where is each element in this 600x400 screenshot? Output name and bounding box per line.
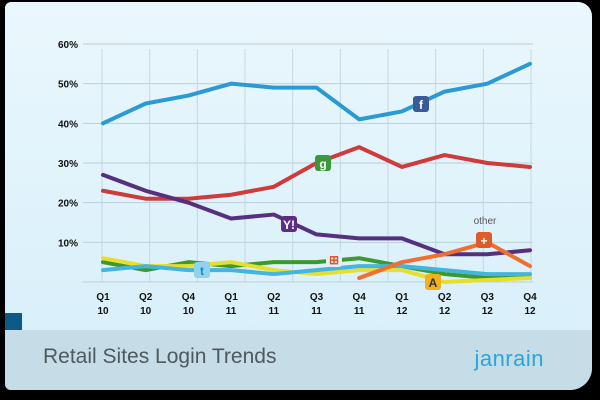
y-tick-label: 40% <box>58 119 78 130</box>
aol-icon <box>425 274 441 290</box>
x-tick-label: Q2 10 <box>139 292 153 317</box>
x-tick-label: Q2 12 <box>438 292 452 317</box>
yahoo-icon-glyph: Y! <box>283 218 295 232</box>
series-line-facebook <box>101 61 532 126</box>
twitter-icon <box>194 262 210 278</box>
x-tick-label: Q3 11 <box>310 292 324 317</box>
y-tick-label: 30% <box>58 159 78 170</box>
windows-live-icon <box>326 251 342 267</box>
footer <box>5 330 592 390</box>
x-tick-label: Q4 12 <box>523 292 537 317</box>
x-tick-label: Q2 11 <box>267 292 281 317</box>
x-tick-label: Q4 11 <box>353 292 367 317</box>
aol-icon-glyph: A <box>429 276 438 290</box>
janrain-logo: janrain <box>474 346 544 371</box>
chart-title: Retail Sites Login Trends <box>43 345 277 368</box>
facebook-icon-glyph: f <box>419 98 424 112</box>
facebook-icon <box>413 96 429 112</box>
twitter-icon-glyph: t <box>200 264 204 278</box>
chart-card: 10% 20% 30% 40% 50% 60% Q1 10 Q2 10 Q4 10 Q1 11 Q2 11 Q3… <box>5 2 592 390</box>
y-tick-label: 10% <box>58 238 78 249</box>
series-line-aol <box>101 256 532 284</box>
plus-icon-glyph: + <box>480 234 487 248</box>
series-label-other: other <box>474 216 497 227</box>
line-chart: 10% 20% 30% 40% 50% 60% Q1 10 Q2 10 Q4 10 Q1 11 Q2 11 Q3… <box>58 40 537 317</box>
x-tick-label: Q1 11 <box>224 292 238 317</box>
yahoo-icon <box>281 216 297 232</box>
series-line-other <box>357 240 532 281</box>
y-tick-label: 60% <box>58 40 78 51</box>
plus-icon <box>476 232 492 248</box>
google-icon-glyph: g <box>319 157 326 171</box>
series-line-twitter <box>101 264 532 277</box>
x-tick-label: Q3 12 <box>481 292 495 317</box>
series-line-yahoo <box>101 172 532 257</box>
y-tick-label: 50% <box>58 80 78 91</box>
x-tick-label: Q1 12 <box>395 292 409 317</box>
google-icon <box>315 155 331 171</box>
x-tick-label: Q1 10 <box>96 292 110 317</box>
windows-live-icon-glyph: ⊞ <box>329 253 339 267</box>
x-tick-label: Q4 10 <box>182 292 196 317</box>
series-line-google <box>101 145 532 201</box>
y-tick-label: 20% <box>58 199 78 210</box>
